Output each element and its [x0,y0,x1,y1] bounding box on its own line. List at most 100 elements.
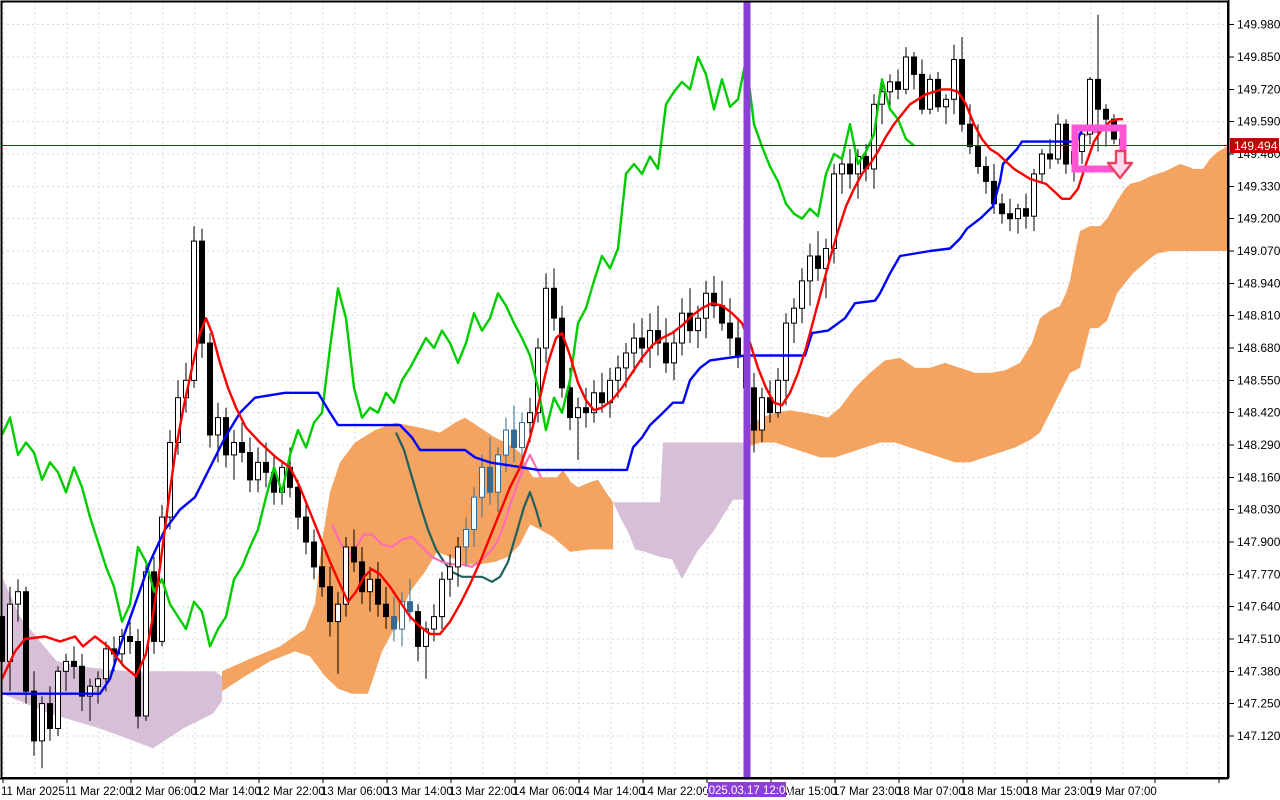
bear-candle-body [551,287,557,319]
bear-candle-body [31,690,37,742]
vertical-time-marker[interactable] [743,2,751,778]
bear-candle-body [1095,78,1101,110]
price-tick-label: 147.120 [1237,729,1280,743]
time-marker-label-bg [708,782,786,797]
chikou-span-line [0,55,915,648]
bear-candle-body [71,660,77,667]
bear-candle-body [311,541,317,568]
bull-candle-body [455,546,461,568]
bear-candle-body [391,616,397,630]
candle [199,228,205,358]
candle [751,372,757,453]
candle [543,273,549,363]
candle [207,333,213,448]
kumo-bullish-region [222,417,613,694]
bull-candle-body [439,578,445,618]
bull-candle-body [783,322,789,381]
bear-candle-body [735,337,741,357]
bear-candle-body [655,330,661,344]
bear-candle-body [327,586,333,623]
candle [895,69,901,100]
candle [807,243,813,306]
bull-candle-body [1031,173,1037,217]
candle [1039,149,1045,184]
candle [327,566,333,637]
bear-candle-body [935,78,941,108]
candle [31,671,37,756]
bear-candle-body [47,703,53,729]
bull-candle-body [431,616,437,630]
candle [1015,203,1021,234]
candle [911,52,917,90]
candle [503,417,509,473]
candle [959,37,965,132]
bear-candle-body [1103,108,1109,120]
candle [447,554,453,597]
candle [1087,76,1093,145]
candle [1007,198,1013,232]
bear-candle-body [711,292,717,307]
bull-candle-body [807,255,813,282]
price-tick-label: 148.680 [1237,341,1280,355]
candle [263,442,269,488]
price-tick-label: 149.720 [1237,82,1280,96]
candle [39,696,45,769]
bull-candle-body [759,397,765,431]
candle [47,686,53,741]
bull-candle-body [951,59,957,100]
candle [951,44,957,115]
bear-candle-body [567,387,573,419]
candle [783,313,789,406]
bear-candle-body [1047,153,1053,160]
time-marker-label: 2025.03.17 12:00 [702,782,792,797]
bull-candle-body [823,248,829,269]
time-axis-bg [0,779,1280,800]
candle [63,653,69,692]
candle [919,59,925,115]
candle [351,529,357,572]
candle [615,355,621,398]
bull-candle-body [503,429,509,456]
bull-candle-body [463,529,469,548]
signal-box[interactable] [1071,124,1127,173]
time-tick-label: 14 Mar 06:00 [513,786,581,798]
bull-candle-body [1015,208,1021,220]
bull-candle-body [799,280,805,309]
bear-candle-body [239,442,245,453]
senkou-span-b-line [395,432,543,583]
candle [479,454,485,518]
candle [847,149,853,189]
bear-candle-body [583,407,589,414]
time-tick-label: 18 Mar 07:00 [897,786,965,798]
candle [319,547,325,597]
price-tick-label: 148.810 [1237,309,1280,323]
candle [999,193,1005,224]
bull-candle-body [95,678,101,687]
bull-candle-body [943,98,949,108]
kumo-bullish-region [745,146,1227,463]
candle [799,268,805,324]
candle [551,268,557,331]
sell-arrow-icon[interactable] [1106,149,1134,180]
bear-candle-body [295,486,301,518]
candle [79,653,85,712]
price-tick-label: 149.200 [1237,212,1280,226]
candle [383,586,389,629]
bear-candle-body [319,566,325,588]
candle [463,517,469,567]
candle [431,604,437,642]
candle [71,646,77,679]
bull-candle-body [231,442,237,456]
bull-candle-body [791,307,797,324]
candle [591,380,597,423]
time-marker-label-text: 2025.03.17 12:00 [702,785,792,797]
tenkan-sen-line [0,88,1123,680]
bear-candle-body [383,603,389,618]
bear-candle-body [79,665,85,697]
candle [495,447,501,513]
bear-candle-body [271,471,277,493]
candle [823,238,829,299]
